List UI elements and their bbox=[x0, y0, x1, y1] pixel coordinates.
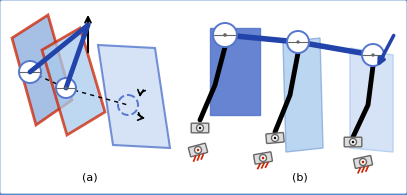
Circle shape bbox=[195, 146, 201, 153]
Circle shape bbox=[287, 31, 309, 53]
Circle shape bbox=[223, 33, 227, 37]
Circle shape bbox=[274, 137, 276, 139]
Circle shape bbox=[199, 127, 201, 129]
Circle shape bbox=[213, 23, 237, 47]
Polygon shape bbox=[42, 28, 105, 135]
Circle shape bbox=[260, 154, 267, 161]
Circle shape bbox=[350, 138, 357, 145]
FancyBboxPatch shape bbox=[191, 123, 209, 133]
Circle shape bbox=[262, 157, 264, 159]
Polygon shape bbox=[12, 15, 72, 125]
Polygon shape bbox=[350, 48, 393, 152]
FancyBboxPatch shape bbox=[266, 133, 284, 144]
FancyBboxPatch shape bbox=[344, 137, 362, 147]
Circle shape bbox=[197, 124, 204, 131]
Text: (a): (a) bbox=[82, 173, 98, 183]
Circle shape bbox=[197, 149, 199, 151]
Circle shape bbox=[28, 70, 32, 74]
Circle shape bbox=[362, 44, 384, 66]
FancyBboxPatch shape bbox=[188, 143, 208, 157]
Circle shape bbox=[296, 40, 300, 44]
Polygon shape bbox=[210, 28, 260, 115]
Circle shape bbox=[362, 161, 364, 163]
Polygon shape bbox=[283, 38, 323, 152]
Polygon shape bbox=[98, 45, 170, 148]
Circle shape bbox=[19, 61, 41, 83]
Circle shape bbox=[371, 53, 375, 57]
FancyBboxPatch shape bbox=[354, 156, 372, 168]
Circle shape bbox=[352, 141, 354, 143]
Circle shape bbox=[56, 78, 76, 98]
Circle shape bbox=[64, 87, 68, 90]
Text: (b): (b) bbox=[292, 173, 308, 183]
Circle shape bbox=[359, 159, 366, 166]
Circle shape bbox=[271, 135, 278, 142]
FancyBboxPatch shape bbox=[254, 152, 272, 164]
